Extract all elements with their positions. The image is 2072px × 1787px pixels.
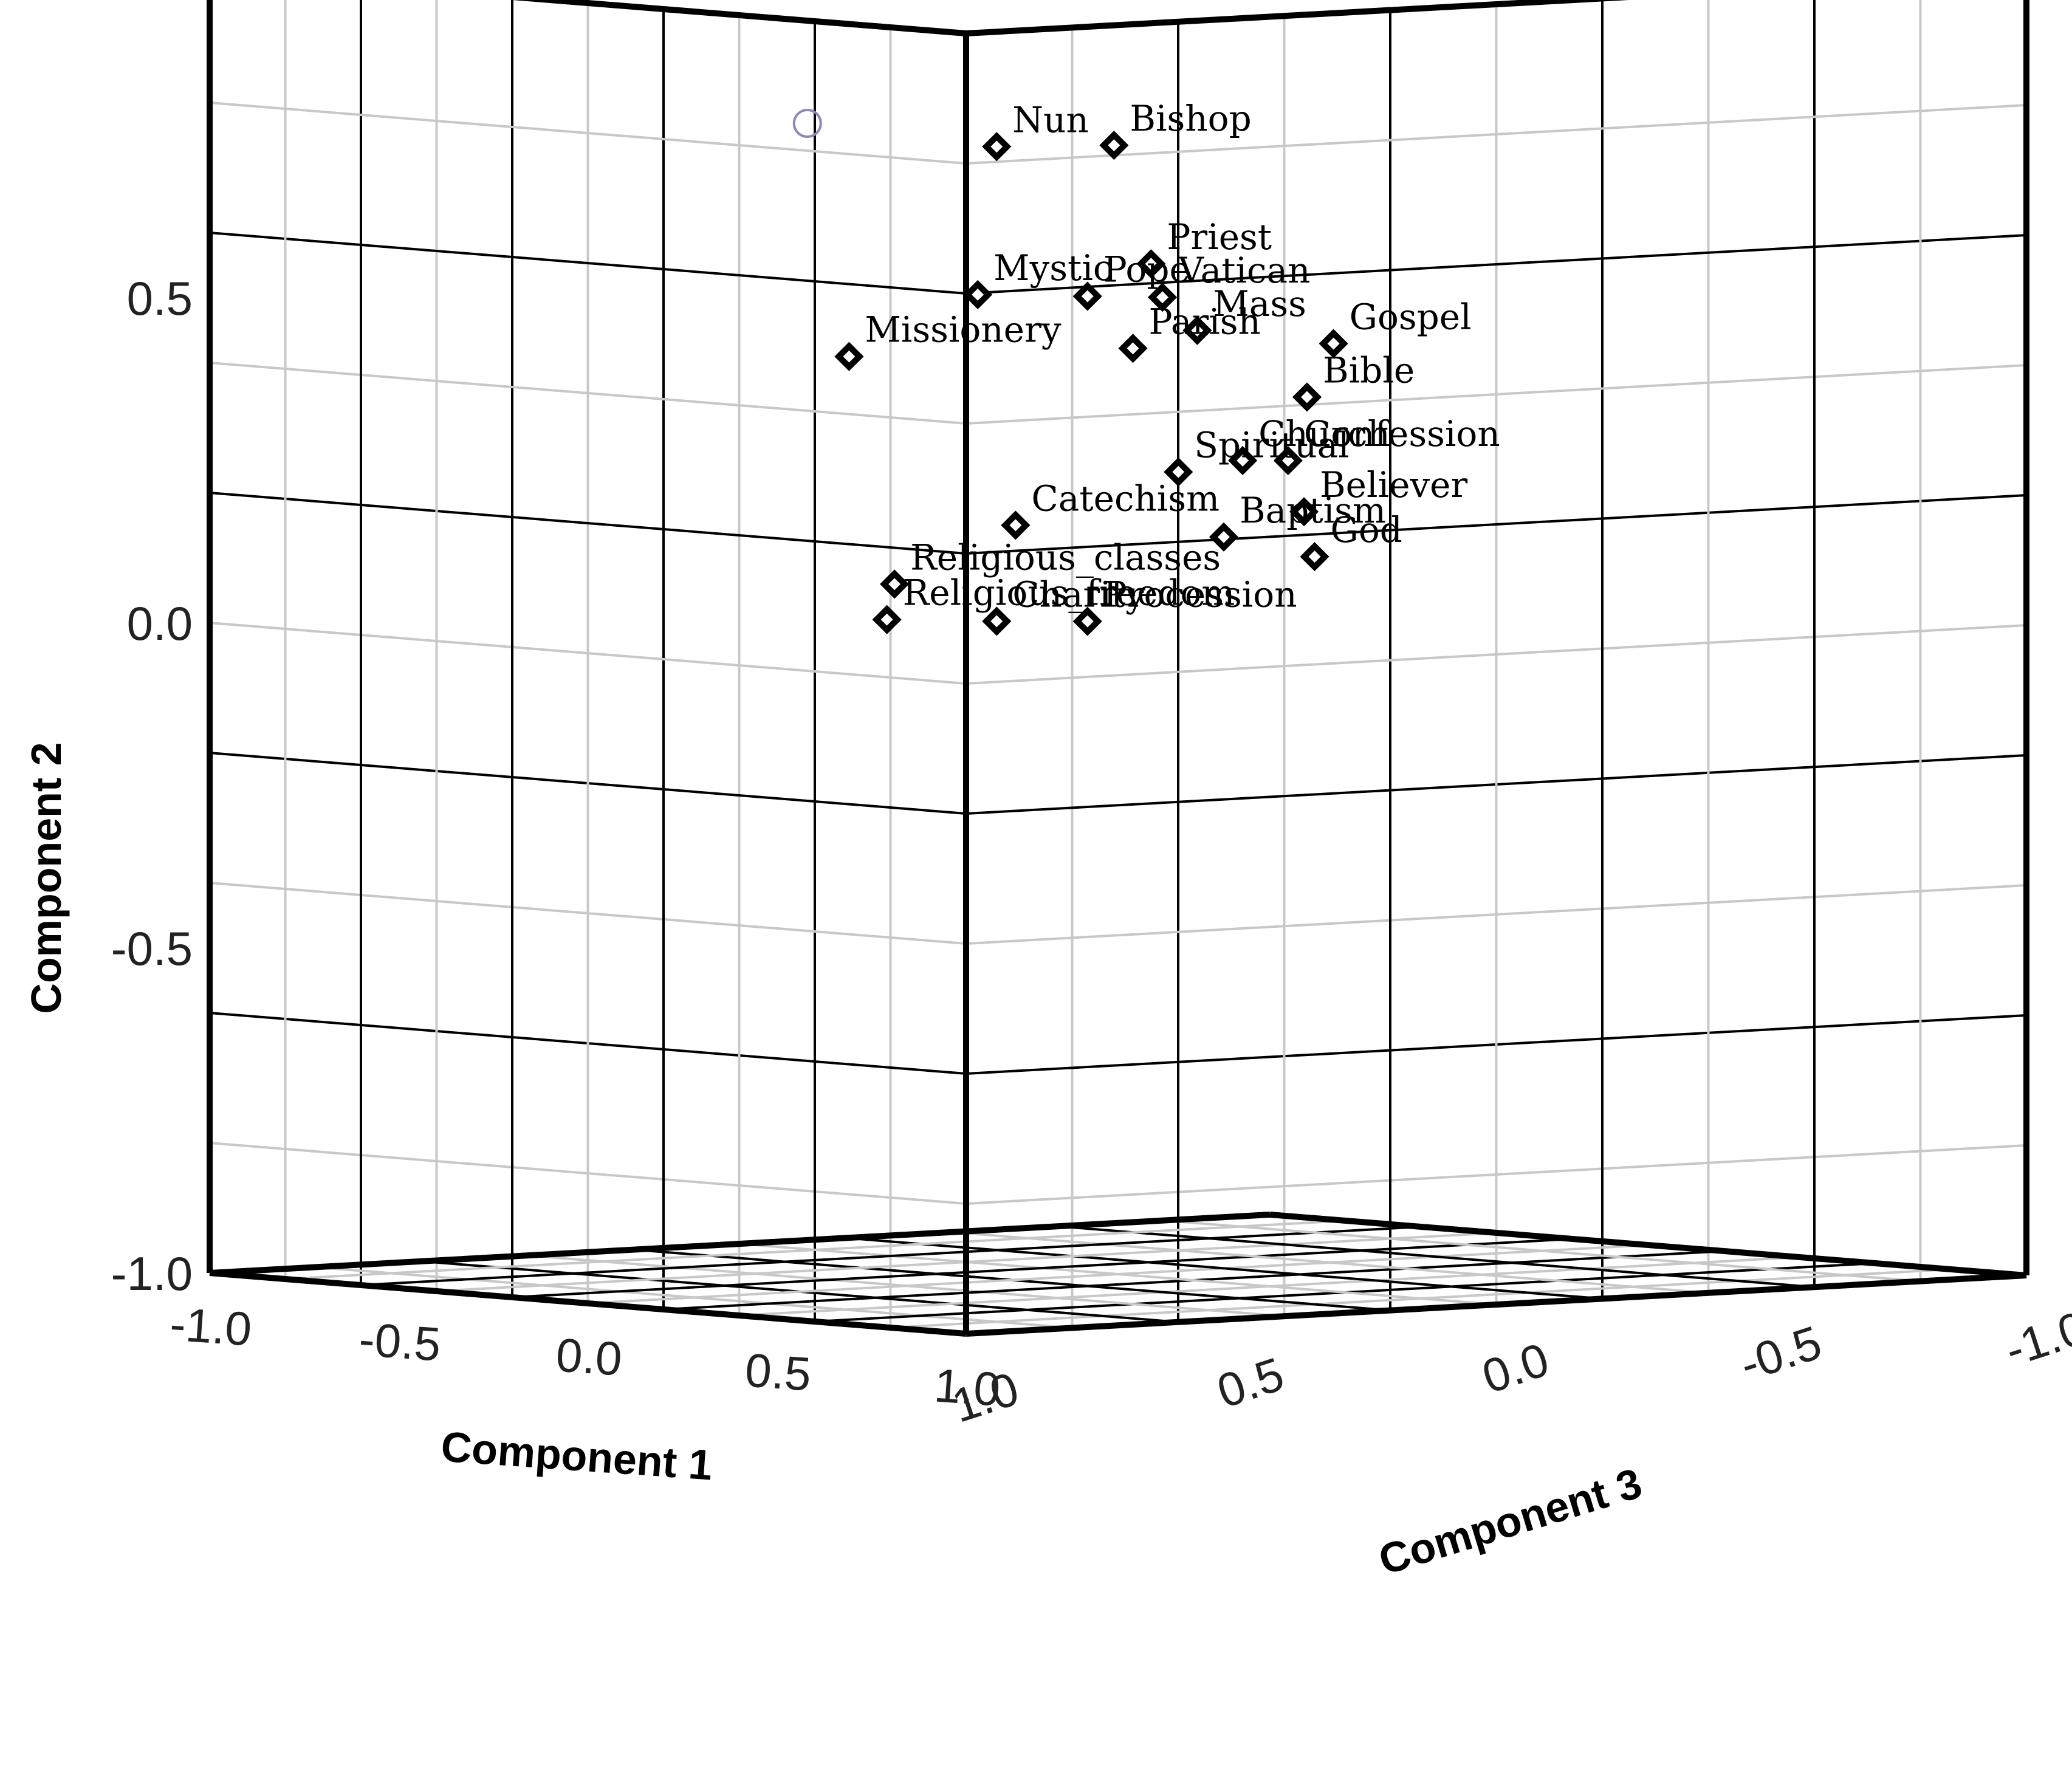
- x-axis-title: Component 1: [439, 1423, 714, 1489]
- data-point: [1099, 131, 1129, 160]
- point-label: Vatican: [1178, 250, 1310, 291]
- data-point: [1228, 445, 1258, 475]
- highlight-marker: [792, 109, 822, 138]
- point-label: Baptism: [1240, 490, 1386, 531]
- grid-layer: [209, 0, 2027, 1329]
- grid-line: [966, 364, 2027, 425]
- y-tick-label: 0.5: [127, 272, 193, 325]
- point-label: Religious_classes: [910, 537, 1221, 578]
- grid-line: [209, 492, 967, 555]
- point-label: Church: [1258, 413, 1390, 454]
- data-point: [1273, 445, 1303, 476]
- data-point: [1289, 497, 1319, 527]
- z-tick-label: -1.0: [1998, 1301, 2072, 1377]
- point-label: God: [1331, 509, 1402, 551]
- data-point: [982, 606, 1012, 636]
- data-point: [1300, 542, 1329, 572]
- tick-labels: -1.0-0.50.00.51.0-1.0-0.50.00.51.01.00.5…: [111, 272, 2072, 1433]
- box-edge: [209, 1270, 967, 1337]
- y-axis-title: Component 2: [22, 742, 70, 1014]
- data-point: [1319, 329, 1348, 358]
- box-edge: [209, 1212, 1271, 1276]
- data-point: [982, 132, 1012, 162]
- y-tick-label: -1.0: [111, 1247, 193, 1300]
- point-label: Spiritual: [1194, 425, 1349, 466]
- x-tick-label: 0.5: [743, 1343, 812, 1401]
- grid-line: [966, 494, 2027, 555]
- z-axis-title: Component 3: [1373, 1459, 1647, 1583]
- grid-line: [209, 362, 967, 425]
- data-point: [1072, 281, 1102, 311]
- point-label: Confession: [1304, 413, 1500, 454]
- grid-line: [739, 1243, 1497, 1306]
- point-label: Mystic: [993, 247, 1113, 289]
- box-edge: [966, 0, 1629, 36]
- box-edge: [1269, 1212, 2027, 1278]
- grid-line: [966, 234, 2027, 295]
- grid-line: [209, 101, 967, 165]
- point-label: Catechism: [1031, 478, 1220, 519]
- point-label: Priest: [1167, 216, 1272, 258]
- point-label: Bishop: [1130, 98, 1251, 139]
- x-tick-label: -1.0: [168, 1297, 253, 1356]
- grid-line: [966, 624, 2027, 685]
- box-edge: [966, 1272, 2027, 1337]
- grid-line: [966, 104, 2027, 165]
- point-label: Parish: [1149, 301, 1261, 342]
- box-edges: [207, 0, 2029, 1337]
- data-point: [834, 341, 864, 371]
- point-label: Mass: [1213, 283, 1306, 324]
- grid-line: [1164, 1219, 1921, 1283]
- box-edge: [512, 0, 967, 36]
- data-point: [872, 605, 902, 634]
- x-tick-label: -0.5: [357, 1312, 442, 1371]
- data-point: [1072, 606, 1102, 636]
- point-label: Religious_freedom: [903, 572, 1235, 614]
- data-point: [1001, 510, 1031, 540]
- grid-line: [360, 1226, 1422, 1286]
- data-point: [1292, 382, 1322, 412]
- y-tick-label: 0.0: [127, 597, 193, 650]
- point-label: Gospel: [1350, 297, 1472, 338]
- grid-line: [285, 1219, 1346, 1280]
- data-point: [1182, 315, 1212, 345]
- point-label: Bible: [1323, 350, 1415, 391]
- grid-line: [512, 1238, 1573, 1298]
- z-tick-label: -0.5: [1734, 1315, 1828, 1391]
- point-label: Pope: [1103, 249, 1190, 290]
- axis-titles: Component 1 Component 2 Component 3: [22, 742, 1647, 1583]
- point-label: Nun: [1012, 99, 1088, 140]
- y-tick-label: -0.5: [111, 922, 193, 975]
- data-point: [1164, 457, 1193, 487]
- grid-line: [845, 1236, 1603, 1300]
- x-tick-label: 0.0: [554, 1328, 623, 1385]
- point-label: Procession: [1103, 574, 1297, 616]
- data-point: [1147, 283, 1178, 312]
- data-point: [1118, 334, 1148, 363]
- grid-line: [1057, 1225, 1815, 1289]
- data-point: [880, 569, 910, 599]
- z-tick-label: 0.0: [1476, 1333, 1555, 1404]
- z-tick-label: 0.5: [1211, 1347, 1290, 1418]
- x-tick-label: 1.0: [933, 1358, 1002, 1416]
- grid-line: [209, 232, 967, 295]
- data-point: [1136, 249, 1166, 279]
- point-label: Charity: [1012, 574, 1145, 615]
- data-points: [792, 109, 1348, 636]
- grid-line: [952, 1230, 1709, 1294]
- grid-line: [209, 622, 967, 685]
- point-label: Missionery: [865, 309, 1061, 351]
- data-point: [1209, 522, 1239, 552]
- data-point: [963, 280, 993, 309]
- point-label: Believer: [1320, 464, 1467, 506]
